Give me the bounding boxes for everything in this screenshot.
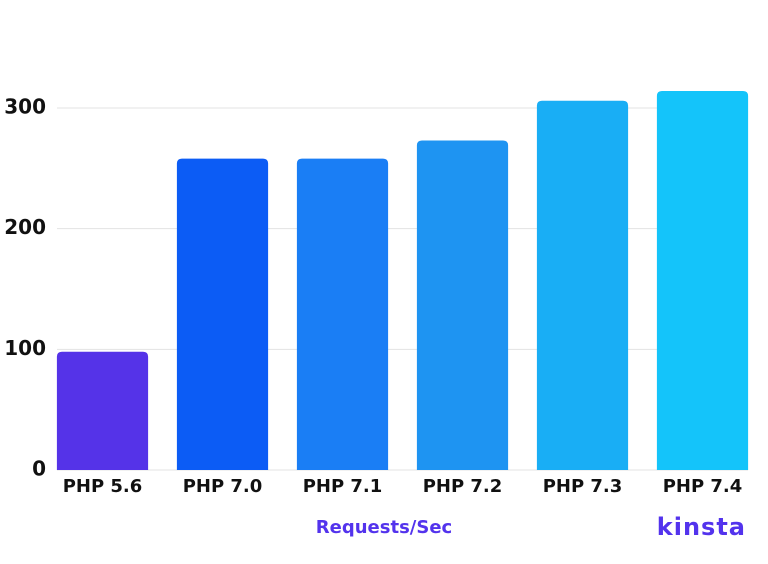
x-tick-label: PHP 7.2 [423,476,503,497]
bar [416,140,509,470]
x-axis-label: Requests/Sec [316,517,452,538]
x-tick-label: PHP 7.4 [663,476,743,497]
bar [296,158,389,470]
y-tick-label: 300 [4,94,46,118]
y-tick-label: 0 [32,457,46,481]
bar [536,100,629,470]
bar [656,91,749,470]
x-tick-label: PHP 7.3 [543,476,623,497]
y-tick-label: 200 [4,215,46,239]
logo: kinsta [657,513,746,541]
x-tick-label: PHP 7.1 [303,476,383,497]
x-tick-label: PHP 7.0 [183,476,263,497]
bar [56,351,149,470]
bar [176,158,269,470]
y-tick-label: 100 [4,336,46,360]
x-tick-label: PHP 5.6 [63,476,143,497]
